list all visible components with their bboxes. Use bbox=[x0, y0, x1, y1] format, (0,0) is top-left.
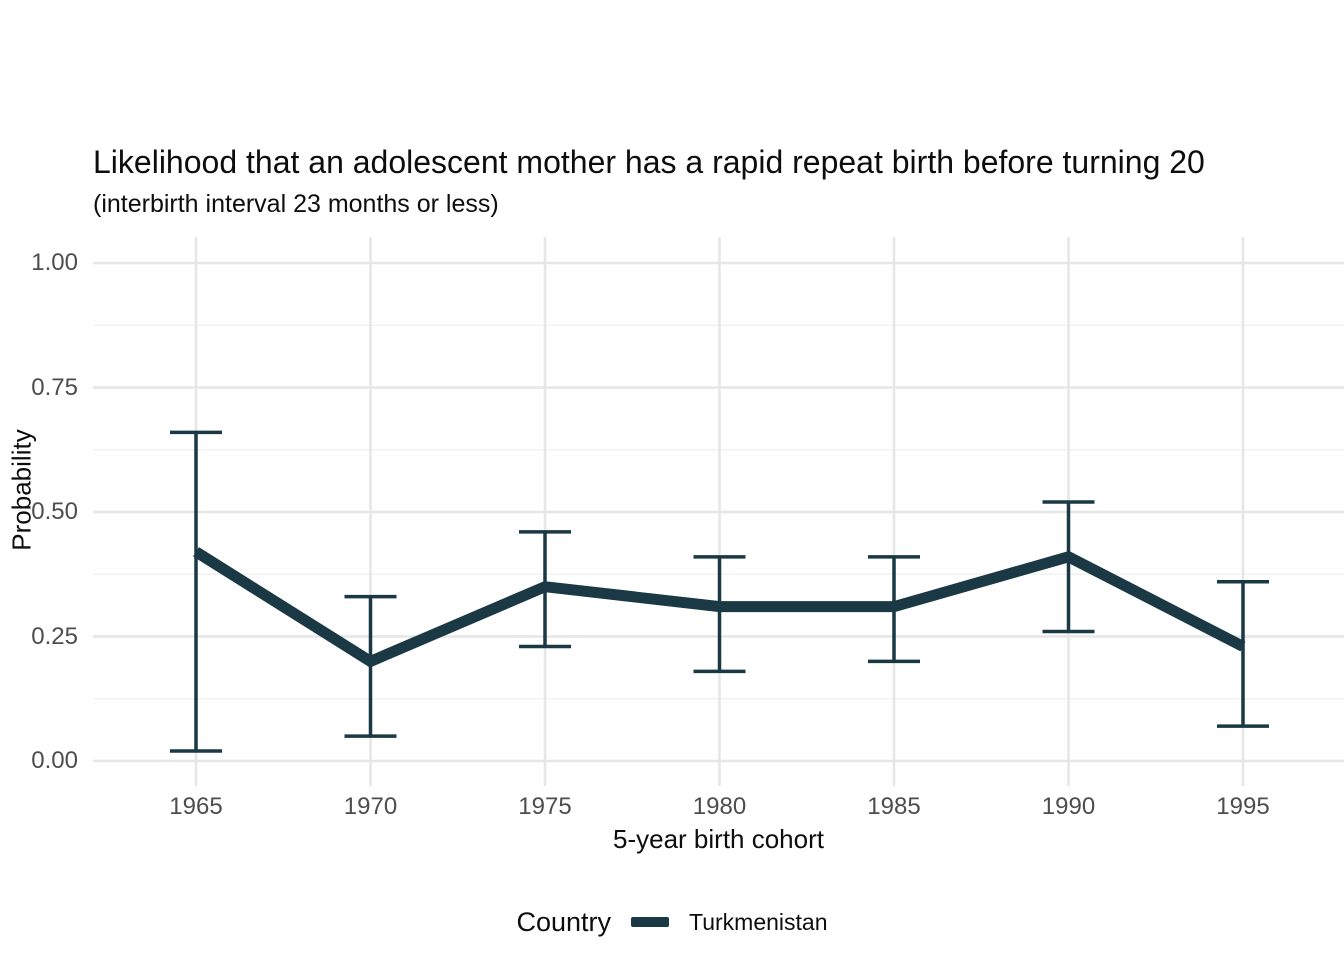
error-bar bbox=[1042, 500, 1095, 634]
y-tick-label: 0.50 bbox=[31, 498, 78, 525]
x-tick-label: 1965 bbox=[169, 793, 223, 820]
legend-series-label: Turkmenistan bbox=[689, 908, 828, 935]
legend: Country Turkmenistan bbox=[0, 898, 1344, 946]
x-tick-label: 1995 bbox=[1216, 793, 1270, 820]
error-bar bbox=[693, 555, 746, 674]
chart-title: Likelihood that an adolescent mother has… bbox=[93, 144, 1205, 180]
y-tick-label: 0.25 bbox=[31, 622, 78, 650]
x-tick-label: 1985 bbox=[867, 793, 921, 820]
x-axis-title: 5-year birth cohort bbox=[613, 824, 824, 854]
y-tick-label: 1.00 bbox=[31, 249, 78, 276]
legend-line-swatch bbox=[631, 917, 670, 927]
y-tick-label: 0.75 bbox=[31, 373, 78, 401]
y-tick-label: 0.00 bbox=[31, 747, 78, 774]
legend-title: Country bbox=[516, 906, 612, 937]
x-tick-label: 1990 bbox=[1041, 793, 1096, 820]
x-tick-label: 1980 bbox=[692, 793, 747, 820]
y-axis-title: Probability bbox=[6, 429, 37, 551]
x-tick-label: 1970 bbox=[343, 793, 398, 820]
error-bar bbox=[1217, 579, 1269, 728]
chart-subtitle: (interbirth interval 23 months or less) bbox=[93, 190, 499, 218]
error-bar bbox=[170, 430, 222, 753]
series-line-turkmenistan bbox=[193, 547, 1246, 668]
x-tick-label: 1975 bbox=[518, 793, 572, 820]
